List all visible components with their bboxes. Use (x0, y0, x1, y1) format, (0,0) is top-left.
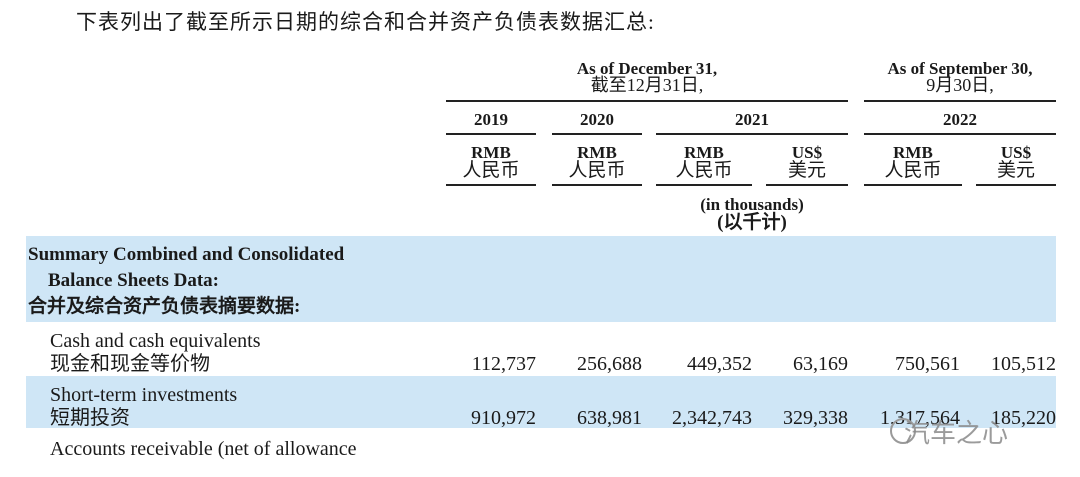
cell-cash-2022-usd: 105,512 (991, 353, 1056, 375)
cell-st-2020: 638,981 (577, 407, 642, 429)
in-thousands: (in thousands) (以千计) (700, 195, 804, 233)
unit-2022-usd-rule (976, 184, 1056, 186)
unit-2021-rmb: RMB 人民币 (675, 143, 733, 181)
unit-2020: RMB 人民币 (568, 143, 626, 181)
year-2019: 2019 (474, 110, 508, 129)
header-sep-zh: 9月30日, (926, 75, 994, 95)
cell-cash-2021-rmb: 449,352 (687, 353, 752, 375)
header-dec-en: As of December 31, (576, 59, 718, 78)
unit-2022-rmb-rule (864, 184, 962, 186)
header-dec-zh: 截至12月31日, (590, 75, 704, 95)
year-2021-rule (656, 133, 848, 135)
row-label-accounts-receivable: Accounts receivable (net of allowance (50, 438, 357, 460)
unit-2019-rule (446, 184, 536, 186)
section-title: Summary Combined and Consolidated Balanc… (28, 242, 344, 320)
header-sep-rule (864, 100, 1056, 102)
unit-2019: RMB 人民币 (462, 143, 520, 181)
year-2019-rule (446, 133, 536, 135)
cell-cash-2022-rmb: 750,561 (895, 353, 960, 375)
unit-2021-usd-rule (766, 184, 848, 186)
unit-2021-usd: US$ 美元 (787, 143, 826, 181)
cell-st-2021-usd: 329,338 (783, 407, 848, 429)
cell-st-2019: 910,972 (471, 407, 536, 429)
row-label-short-term: Short-term investments 短期投资 (50, 384, 238, 429)
year-2021: 2021 (735, 110, 769, 129)
cell-cash-2020: 256,688 (577, 353, 642, 375)
year-2020: 2020 (580, 110, 614, 129)
wechat-icon (890, 418, 916, 444)
cell-cash-2021-usd: 63,169 (793, 353, 848, 375)
section-title-en-1: Summary Combined and Consolidated (28, 244, 345, 265)
cell-st-2022-usd: 185,220 (991, 407, 1056, 429)
year-2022: 2022 (943, 110, 977, 129)
section-title-zh: 合并及综合资产负债表摘要数据: (28, 296, 301, 317)
cell-cash-2019: 112,737 (471, 353, 536, 375)
unit-2022-usd: US$ 美元 (996, 143, 1035, 181)
header-sep-en: As of September 30, (887, 59, 1033, 78)
row-band-short-term (26, 376, 1056, 428)
unit-2022-rmb: RMB 人民币 (884, 143, 942, 181)
year-2022-rule (864, 133, 1056, 135)
unit-2020-rule (552, 184, 642, 186)
row-label-cash: Cash and cash equivalents 现金和现金等价物 (50, 330, 261, 375)
year-2020-rule (552, 133, 642, 135)
intro-text: 下表列出了截至所示日期的综合和合并资产负债表数据汇总: (76, 10, 655, 34)
header-dec-rule (446, 100, 848, 102)
cell-st-2021-rmb: 2,342,743 (672, 407, 752, 429)
section-title-en-2: Balance Sheets Data: (48, 270, 219, 291)
watermark: 汽车之心 (904, 419, 1009, 449)
header-dec: As of December 31, 截至12月31日, (446, 59, 848, 95)
section-band (26, 236, 1056, 322)
header-sep: As of September 30, 9月30日, (864, 59, 1056, 95)
unit-2021-rmb-rule (656, 184, 752, 186)
